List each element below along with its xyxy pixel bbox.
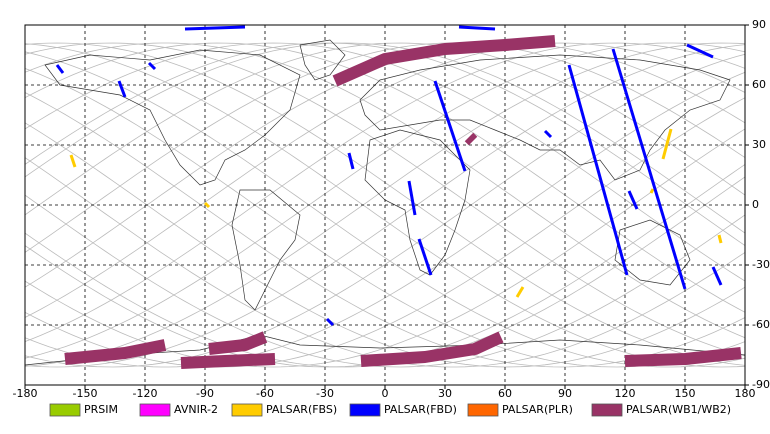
swath (567, 64, 629, 276)
legend-label: AVNIR-2 (174, 403, 218, 416)
orbit-track (25, 51, 745, 368)
orbit-track (25, 42, 745, 282)
swath (184, 25, 246, 31)
swath (55, 64, 65, 74)
orbit-track (25, 42, 745, 343)
swath (407, 180, 417, 216)
x-tick-label: 180 (735, 387, 756, 400)
swath (64, 339, 167, 365)
x-tick-label: 120 (615, 387, 636, 400)
y-tick-label: -60 (752, 318, 770, 331)
swath (417, 238, 433, 276)
swaths (55, 25, 742, 369)
legend-label: PALSAR(WB1/WB2) (626, 403, 731, 416)
legend: PRSIM AVNIR-2 PALSAR(FBS) PALSAR(FBD) PALSAR… (49, 403, 731, 417)
legend-swatch (591, 403, 623, 417)
x-tick-label: -30 (316, 387, 334, 400)
swath (332, 35, 556, 87)
coast-greenland (299, 39, 346, 81)
swath (649, 188, 655, 194)
swath (515, 286, 525, 298)
swath (433, 80, 467, 172)
x-tick-label: -90 (196, 387, 214, 400)
legend-label: PRSIM (84, 403, 118, 416)
x-tick-label: 0 (382, 387, 389, 400)
x-tick-label: -60 (256, 387, 274, 400)
swath (69, 154, 77, 168)
orbit-track (25, 42, 745, 339)
swath (624, 347, 742, 367)
orbit-track (25, 43, 745, 368)
swath (464, 132, 478, 146)
swath (611, 48, 687, 290)
swath (325, 317, 335, 327)
swath (686, 43, 714, 59)
legend-label: PALSAR(FBS) (266, 403, 337, 416)
y-tick-label: 90 (752, 18, 766, 31)
orbit-track (25, 42, 745, 216)
coast-eurasia (359, 54, 731, 181)
swath (711, 266, 723, 286)
orbit-track (25, 42, 745, 288)
swath (661, 128, 673, 160)
swath (717, 234, 723, 244)
orbit-track (25, 42, 745, 366)
axes: -180 -150 -120 -90 -60 -30 0 30 60 90 120 150 180 90 6… (13, 18, 770, 400)
orbit-track (25, 42, 745, 318)
orbit-track (25, 42, 745, 234)
x-tick-label: -180 (13, 387, 38, 400)
x-tick-label: -120 (133, 387, 158, 400)
orbit-track (25, 194, 745, 368)
swath (543, 129, 553, 139)
swath (458, 25, 496, 31)
swath (360, 331, 504, 367)
y-tick-label: 60 (752, 78, 766, 91)
orbit-track (25, 122, 745, 368)
x-tick-label: -150 (73, 387, 98, 400)
coast-north-america (44, 49, 301, 186)
legend-swatch (231, 403, 263, 417)
legend-swatch (49, 403, 81, 417)
x-tick-label: 90 (558, 387, 572, 400)
legend-label: PALSAR(FBD) (384, 403, 457, 416)
orbit-track (25, 42, 745, 357)
y-tick-label: -90 (752, 378, 770, 391)
swath (347, 152, 355, 170)
orbit-track (25, 157, 745, 368)
swath (117, 80, 127, 98)
swath (203, 201, 211, 209)
x-tick-label: 30 (438, 387, 452, 400)
orbit-track (25, 42, 745, 253)
swath (208, 331, 268, 355)
swath (147, 61, 157, 71)
legend-swatch (467, 403, 499, 417)
orbit-track (25, 44, 745, 368)
y-tick-label: 0 (752, 198, 759, 211)
swath (180, 353, 276, 369)
orbit-track (25, 42, 745, 247)
y-tick-label: -30 (752, 258, 770, 271)
swath (627, 190, 639, 210)
y-tick-label: 30 (752, 138, 766, 151)
legend-swatch (139, 403, 171, 417)
x-tick-label: 60 (498, 387, 512, 400)
x-tick-label: 150 (675, 387, 696, 400)
coast-antarctica (24, 334, 746, 366)
orbit-track (25, 42, 745, 359)
orbit-track (25, 67, 745, 368)
orbit-track (25, 42, 745, 313)
orbit-track (25, 92, 745, 368)
legend-label: PALSAR(PLR) (502, 403, 573, 416)
orbit-track (25, 42, 745, 367)
legend-swatch (349, 403, 381, 417)
